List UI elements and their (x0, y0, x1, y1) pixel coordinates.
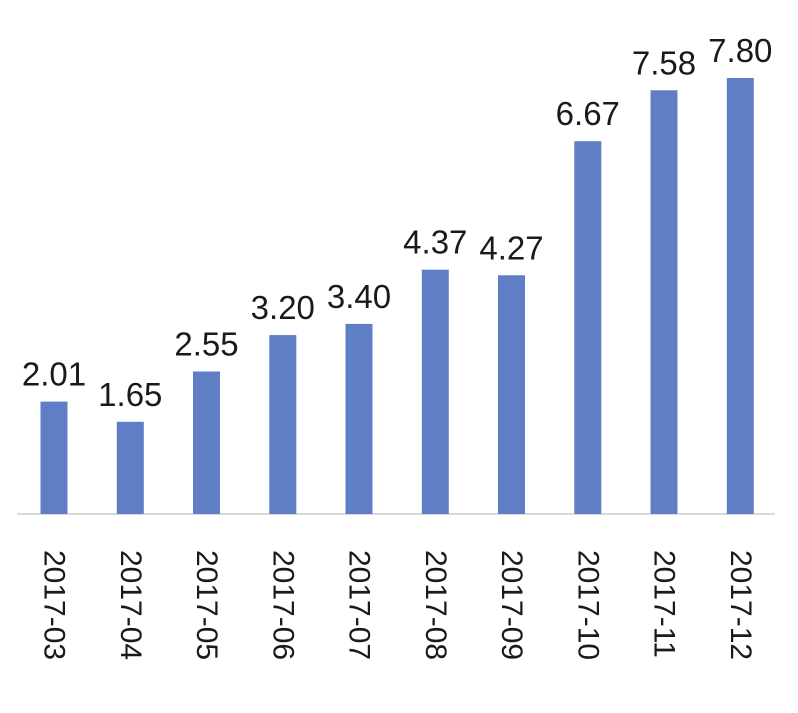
x-tick-label-2017-12: 2017-12 (724, 550, 757, 660)
x-tick-label-2017-06: 2017-06 (266, 550, 299, 660)
bar-2017-08 (421, 269, 449, 514)
bars-group (40, 78, 754, 515)
bar-2017-07 (345, 323, 373, 514)
data-label-2017-12: 7.80 (708, 32, 772, 69)
data-label-2017-04: 1.65 (98, 376, 162, 413)
bar-2017-12 (726, 78, 754, 514)
x-tick-label-2017-07: 2017-07 (343, 550, 376, 660)
data-label-2017-06: 3.20 (251, 289, 315, 326)
data-label-2017-05: 2.55 (174, 326, 238, 363)
data-label-2017-10: 6.67 (556, 95, 620, 132)
bar-2017-09 (498, 275, 525, 514)
data-label-2017-09: 4.27 (479, 229, 543, 266)
x-tick-label-2017-03: 2017-03 (38, 550, 71, 660)
data-label-2017-08: 4.37 (403, 224, 467, 261)
data-label-2017-07: 3.40 (327, 278, 391, 315)
data-label-2017-11: 7.58 (632, 44, 696, 81)
data-labels-group: 2.01 1.65 2.55 3.20 3.40 4.37 4.27 6.67 7.58 7.80 (22, 32, 773, 413)
x-tick-label-2017-05: 2017-05 (190, 550, 223, 660)
bar-2017-03 (40, 401, 68, 514)
x-tick-label-2017-08: 2017-08 (419, 550, 452, 660)
data-label-2017-03: 2.01 (22, 356, 86, 393)
bar-2017-11 (650, 90, 678, 515)
bar-2017-06 (269, 335, 297, 514)
bar-2017-05 (193, 371, 220, 514)
x-tick-labels-group: 2017-03 2017-04 2017-05 2017-06 2017-07 2017-… (38, 550, 757, 660)
x-tick-label-2017-10: 2017-10 (571, 550, 604, 660)
bar-2017-10 (574, 141, 602, 514)
bar-2017-04 (116, 421, 144, 514)
x-tick-label-2017-04: 2017-04 (114, 550, 147, 660)
x-tick-label-2017-11: 2017-11 (648, 550, 681, 658)
x-tick-label-2017-09: 2017-09 (495, 550, 528, 660)
